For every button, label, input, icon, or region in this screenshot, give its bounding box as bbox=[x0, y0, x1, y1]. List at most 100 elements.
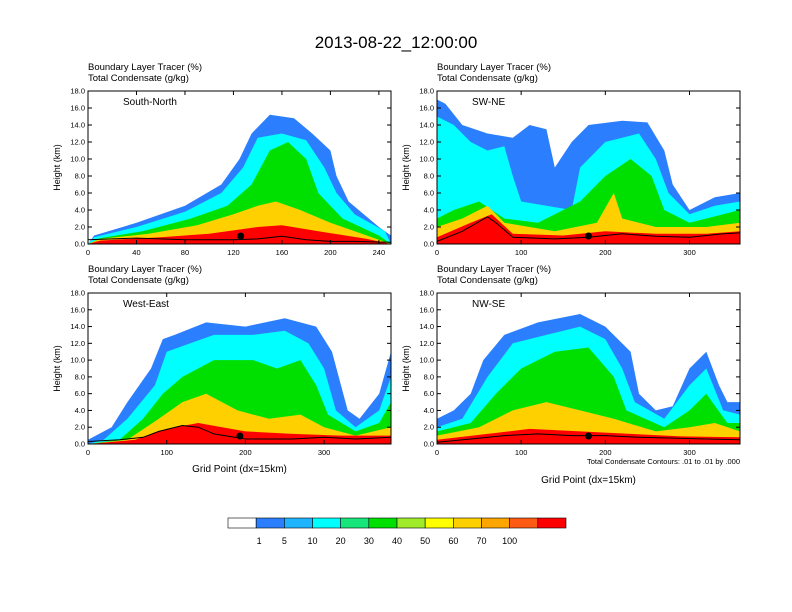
y-tick-label: 4.0 bbox=[75, 406, 85, 415]
y-tick-label: 14.0 bbox=[419, 322, 434, 331]
y-tick-label: 2.0 bbox=[424, 423, 434, 432]
y-tick-label: 14.0 bbox=[70, 322, 85, 331]
y-tick-label: 6.0 bbox=[424, 189, 434, 198]
y-tick-label: 2.0 bbox=[75, 423, 85, 432]
colorbar-label: 40 bbox=[392, 536, 402, 546]
colorbar-label: 60 bbox=[448, 536, 458, 546]
panel-title-line2: Total Condensate (g/kg) bbox=[437, 73, 538, 84]
tracer-field-level-30 bbox=[437, 159, 740, 244]
x-tick-label: 100 bbox=[515, 248, 528, 257]
x-tick-label: 100 bbox=[515, 448, 528, 457]
location-marker bbox=[585, 432, 592, 440]
colorbar-swatch bbox=[453, 517, 482, 529]
y-tick-label: 14.0 bbox=[70, 121, 85, 130]
plot-area bbox=[88, 114, 391, 244]
colorbar-swatch bbox=[284, 517, 313, 529]
x-tick-label: 0 bbox=[435, 448, 439, 457]
y-tick-label: 10.0 bbox=[70, 155, 85, 164]
colorbar-label: 70 bbox=[476, 536, 486, 546]
panel-sw-ne: Boundary Layer Tracer (%) Total Condensa… bbox=[437, 62, 551, 84]
location-marker bbox=[236, 432, 244, 440]
colorbar-swatch bbox=[340, 517, 370, 529]
y-tick-label: 12.0 bbox=[419, 138, 434, 147]
colorbar-swatch bbox=[424, 517, 454, 529]
panel-plot: West-East 0 100 200 300 0.0 2.0 4.0 6.0 8.0 10.0 12… bbox=[52, 289, 392, 475]
y-tick-label: 18.0 bbox=[70, 289, 85, 298]
x-tick-label: 200 bbox=[239, 448, 252, 457]
y-tick-label: 8.0 bbox=[75, 372, 85, 381]
y-tick-label: 4.0 bbox=[424, 206, 434, 215]
colorbar-label: 50 bbox=[420, 536, 430, 546]
y-tick-label: 10.0 bbox=[419, 155, 434, 164]
plot-area bbox=[437, 99, 740, 244]
y-tick-label: 16.0 bbox=[419, 305, 434, 314]
plot-layer: South-North 0 40 80 120 160 200 240 0.0 2.0 4.0 6.0… bbox=[52, 87, 741, 486]
panel-plot: NW-SE 0 100 200 300 0.0 2.0 4.0 6.0 8.0 10.0 12.0 14… bbox=[401, 289, 741, 486]
y-tick-label: 2.0 bbox=[75, 223, 85, 232]
y-tick-label: 12.0 bbox=[419, 339, 434, 348]
y-tick-label: 12.0 bbox=[70, 138, 85, 147]
x-tick-label: 80 bbox=[181, 248, 189, 257]
y-tick-label: 2.0 bbox=[424, 223, 434, 232]
terrain-line bbox=[88, 424, 391, 442]
y-tick-label: 4.0 bbox=[424, 406, 434, 415]
panel-title-line2: Total Condensate (g/kg) bbox=[437, 275, 538, 286]
plot-frame bbox=[436, 292, 741, 445]
x-tick-label: 240 bbox=[373, 248, 386, 257]
x-tick-label: 120 bbox=[227, 248, 240, 257]
colorbar-swatch bbox=[312, 517, 341, 529]
location-marker bbox=[585, 232, 592, 240]
colorbar-label: 1 bbox=[257, 536, 262, 546]
colorbar-label: 10 bbox=[307, 536, 317, 546]
colorbar-label: 30 bbox=[364, 536, 374, 546]
x-tick-label: 200 bbox=[599, 248, 612, 257]
y-tick-label: 6.0 bbox=[424, 389, 434, 398]
y-axis-label: Height (km) bbox=[401, 144, 411, 191]
y-tick-label: 12.0 bbox=[70, 339, 85, 348]
colorbar-swatch bbox=[227, 517, 257, 529]
y-tick-label: 0.0 bbox=[75, 240, 85, 249]
panel-label: West-East bbox=[123, 299, 169, 310]
colorbar-swatch bbox=[509, 517, 539, 529]
x-tick-label: 0 bbox=[86, 448, 90, 457]
plot-area bbox=[437, 314, 740, 444]
panel-west-east: Boundary Layer Tracer (%) Total Condensa… bbox=[88, 264, 202, 286]
y-axis-label: Height (km) bbox=[52, 144, 62, 191]
x-axis-label: Grid Point (dx=15km) bbox=[192, 464, 287, 475]
plot-frame bbox=[87, 90, 392, 245]
y-tick-label: 16.0 bbox=[70, 305, 85, 314]
panel-nw-se: Boundary Layer Tracer (%) Total Condensa… bbox=[437, 264, 551, 286]
panel-south-north: Boundary Layer Tracer (%) Total Condensa… bbox=[88, 62, 202, 84]
y-tick-label: 8.0 bbox=[424, 172, 434, 181]
x-tick-label: 100 bbox=[160, 448, 173, 457]
colorbar-swatch bbox=[537, 517, 567, 529]
location-marker bbox=[237, 232, 245, 240]
panel-title-line1: Boundary Layer Tracer (%) bbox=[437, 62, 551, 73]
y-tick-label: 16.0 bbox=[70, 104, 85, 113]
y-axis-label: Height (km) bbox=[401, 345, 411, 392]
x-axis-label: Grid Point (dx=15km) bbox=[541, 475, 636, 486]
colorbar-swatch bbox=[396, 517, 426, 529]
colorbar: 1 5 10 20 30 40 50 60 70 100 bbox=[227, 517, 567, 546]
x-tick-label: 0 bbox=[435, 248, 439, 257]
y-tick-label: 0.0 bbox=[424, 240, 434, 249]
x-tick-label: 0 bbox=[86, 248, 90, 257]
plot-frame bbox=[87, 292, 392, 445]
colorbar-swatch bbox=[255, 517, 285, 529]
y-tick-label: 0.0 bbox=[424, 440, 434, 449]
x-tick-label: 300 bbox=[683, 448, 696, 457]
contour-footnote: Total Condensate Contours: .01 to .01 by… bbox=[587, 457, 740, 466]
y-tick-label: 14.0 bbox=[419, 121, 434, 130]
tracer-field-level-60 bbox=[437, 193, 740, 244]
plot-frame bbox=[436, 90, 741, 245]
colorbar-label: 5 bbox=[282, 536, 287, 546]
panel-plot: South-North 0 40 80 120 160 200 240 0.0 2.0 4.0 6.0… bbox=[52, 87, 392, 257]
x-tick-label: 300 bbox=[318, 448, 331, 457]
y-tick-label: 6.0 bbox=[75, 189, 85, 198]
y-tick-label: 8.0 bbox=[75, 172, 85, 181]
plot-area bbox=[88, 318, 391, 444]
x-tick-label: 40 bbox=[132, 248, 140, 257]
colorbar-label: 20 bbox=[336, 536, 346, 546]
x-tick-label: 200 bbox=[599, 448, 612, 457]
